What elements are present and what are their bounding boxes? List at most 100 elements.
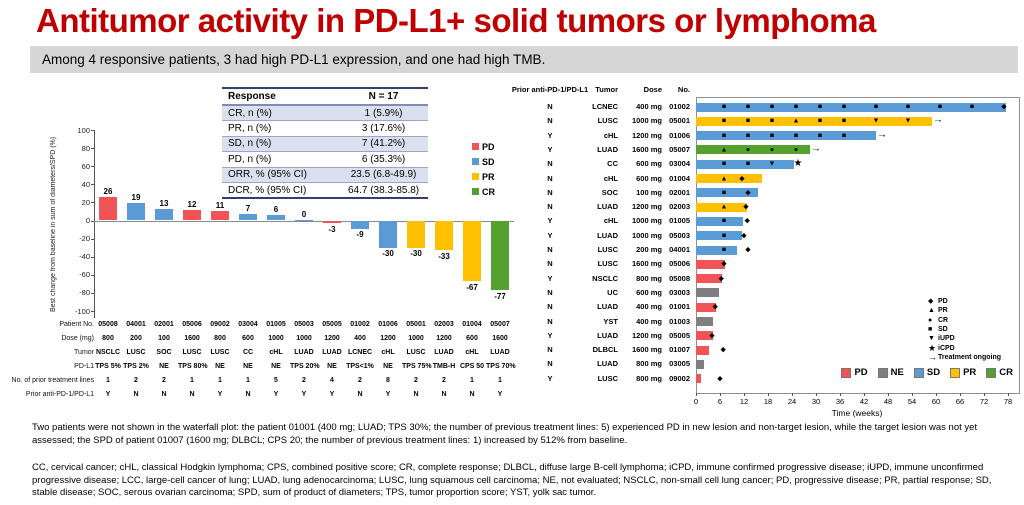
swimmer-dose-label: 200 mg — [636, 245, 662, 254]
patient-cell: 03004 — [238, 321, 258, 328]
patient-cell: 01006 — [378, 321, 398, 328]
response-table: Response N = 17 CR, n (%) 1 (5.9%) PR, n (… — [222, 87, 428, 200]
swimmer-color-legend: PD NE SD PR CR — [763, 367, 1013, 378]
patient-cell: TMB-H — [432, 363, 456, 370]
marker-legend-item: ■ SD — [928, 325, 1001, 334]
patient-row-label: Tumor — [74, 349, 94, 356]
marker-s-icon: ■ — [721, 103, 727, 111]
marker-legend-label: SD — [938, 326, 948, 334]
patient-cell: NE — [159, 363, 169, 370]
marker-c-icon: ● — [745, 146, 751, 154]
patient-cell: TPS 75% — [402, 363, 432, 370]
swimmer-tumor-label: UC — [607, 287, 618, 297]
patient-cell: TPS 20% — [290, 363, 320, 370]
x-tick-mark — [960, 393, 961, 396]
swimmer-tumor-label: CC — [607, 159, 618, 169]
marker-d-icon: ◆ — [717, 375, 723, 383]
swimmer-patient-label: 05006 — [669, 259, 690, 269]
patient-cell: 200 — [130, 335, 142, 342]
swimmer-dose-label: 800 mg — [636, 273, 662, 283]
x-tick-label: 18 — [763, 397, 773, 406]
marker-legend-c-icon: ● — [928, 316, 933, 324]
marker-s-icon: ■ — [841, 117, 847, 125]
x-tick-mark — [984, 393, 985, 396]
y-tick-label: 80 — [81, 143, 90, 153]
patient-cell: NE — [383, 363, 393, 370]
swimmer-header-no: No. — [677, 85, 690, 94]
marker-legend-label: PD — [938, 298, 948, 306]
legend-item-pd: PD — [472, 139, 495, 154]
response-row-label: DCR, % (95% CI) — [228, 184, 307, 196]
swimmer-prior-label: N — [547, 345, 553, 355]
swimmer-bar — [696, 159, 794, 169]
bar-value-label: -30 — [382, 249, 394, 259]
patient-cell: 1600 — [492, 335, 508, 342]
patient-table-row: No. of prior treatment lines 1 2 2 1 1 1 5 2 4 2 8 2… — [0, 374, 516, 388]
swimmer-dose-label: 1200 mg — [631, 202, 662, 212]
x-tick-label: 36 — [835, 397, 845, 406]
y-tick-label: 20 — [81, 197, 90, 207]
patient-cell: cHL — [269, 349, 283, 356]
marker-legend-item: ● CR — [928, 316, 1001, 325]
patient-cell: 2 — [162, 377, 166, 384]
swimmer-prior-label: N — [547, 187, 553, 197]
patient-cell: LUAD — [294, 349, 314, 356]
waterfall-bar — [463, 220, 481, 282]
legend-swatch — [472, 188, 479, 195]
patient-cell: cHL — [465, 349, 479, 356]
marker-legend-v-icon: ▼ — [928, 335, 935, 343]
patient-row-cells: TPS 5% TPS 2% NE TPS 80% NE NE NE TPS 20% NE TPS<… — [94, 360, 516, 374]
swimmer-dose-label: 400 mg — [636, 316, 662, 326]
response-header-label: Response — [228, 91, 276, 102]
swimmer-dose-label: 800 mg — [636, 373, 662, 383]
patient-table-row: Patient No. 05008 04001 02001 05006 09002 0300… — [0, 318, 516, 332]
waterfall-bar — [407, 220, 425, 248]
marker-s-icon: ■ — [905, 103, 911, 111]
x-tick-mark — [840, 393, 841, 396]
legend-label: PD — [482, 141, 495, 152]
marker-s-icon: ■ — [937, 103, 943, 111]
waterfall-bar — [379, 220, 397, 248]
patient-cell: TPS 70% — [486, 363, 516, 370]
swimmer-patient-label: 04001 — [669, 245, 690, 254]
color-legend-swatch — [877, 367, 888, 378]
x-tick-mark — [936, 393, 937, 396]
patient-cell: 1200 — [436, 335, 452, 342]
marker-d-icon: ◆ — [745, 189, 751, 197]
swimmer-tumor-label: LUSC — [597, 373, 618, 383]
patient-cell: 01004 — [462, 321, 482, 328]
patient-cell: LUSC — [406, 349, 426, 356]
bar-value-label: 19 — [131, 193, 141, 203]
marker-v-icon: ▼ — [768, 160, 776, 168]
marker-d-icon: ◆ — [744, 217, 750, 225]
patient-cell: 2 — [302, 377, 306, 384]
swimmer-bar — [696, 131, 876, 141]
swimmer-dose-label: 600 mg — [636, 287, 662, 297]
patient-cell: NE — [215, 363, 225, 370]
response-header-n: N = 17 — [368, 91, 399, 102]
swimmer-bar — [696, 245, 738, 255]
swimmer-patient-label: 05001 — [669, 116, 690, 126]
patient-cell: 05006 — [182, 321, 202, 328]
swimmer-tumor-label: LUAD — [597, 302, 618, 312]
response-table-row: PD, n (%) 6 (35.3%) — [222, 152, 428, 168]
x-tick-mark — [912, 393, 913, 396]
marker-s-icon: ■ — [817, 103, 823, 111]
y-tick-label: -20 — [79, 234, 90, 244]
swimmer-tumor-label: LUAD — [597, 330, 618, 340]
patient-cell: Y — [329, 391, 335, 398]
patient-cell: TPS<1% — [346, 363, 374, 370]
marker-d-icon: ◆ — [718, 275, 724, 283]
marker-legend-label: Treatment ongoing — [938, 353, 1001, 361]
patient-table-row: Dose (mg) 800 200 100 1600 800 600 1000 1000 1200… — [0, 332, 516, 346]
swimmer-dose-label: 400 mg — [636, 102, 662, 111]
patient-cell: 02003 — [434, 321, 454, 328]
swimmer-bar — [696, 374, 701, 384]
bar-value-label: -33 — [438, 251, 450, 261]
response-row-label: SD, n (%) — [228, 138, 272, 150]
marker-legend-label: iUPD — [938, 335, 955, 343]
patient-cell: NE — [243, 363, 253, 370]
color-legend-label: NE — [890, 367, 904, 378]
swimmer-tumor-label: SOC — [601, 187, 618, 197]
x-tick-label: 24 — [787, 397, 797, 406]
